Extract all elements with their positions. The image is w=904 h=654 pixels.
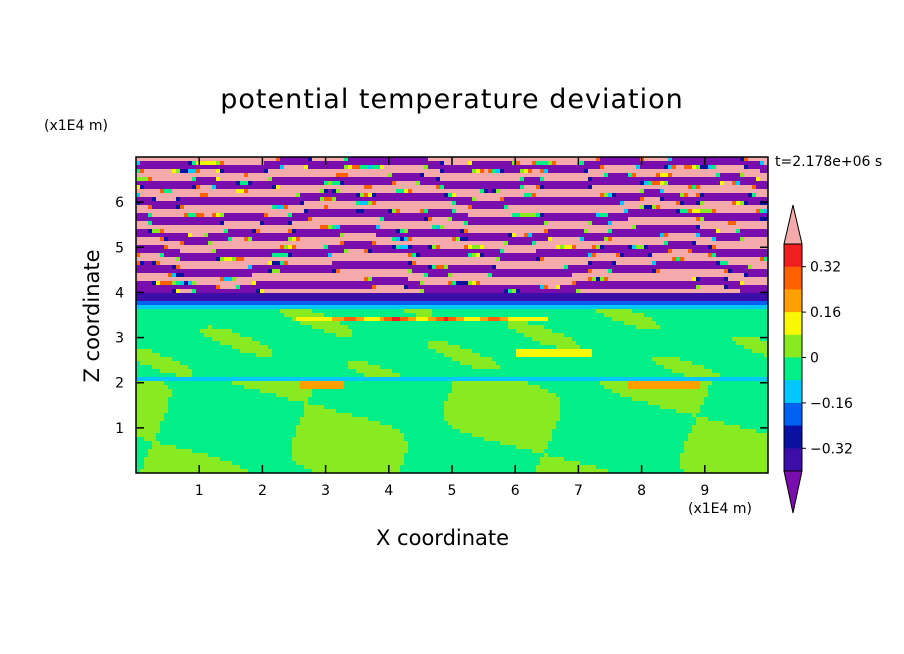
y-tick-label: 4 (115, 285, 124, 301)
contour-field (136, 157, 768, 473)
colorbar-tick-label: −0.16 (810, 396, 853, 412)
x-tick-label: 4 (384, 483, 393, 499)
y-tick-label: 1 (115, 421, 124, 437)
x-axis-label: X coordinate (376, 526, 510, 550)
y-tick-label: 6 (115, 195, 124, 211)
y-tick-label: 3 (115, 331, 124, 347)
colorbar-swatch (784, 266, 802, 290)
y-axis-unit: (x1E4 m) (44, 118, 108, 134)
x-tick-label: 2 (258, 483, 267, 499)
x-tick-label: 1 (195, 483, 204, 499)
x-tick-label: 5 (448, 483, 457, 499)
x-tick-label: 7 (574, 483, 583, 499)
colorbar-tick-label: 0 (810, 351, 819, 367)
y-tick-label: 2 (115, 376, 124, 392)
colorbar-swatch (784, 312, 802, 336)
colorbar-swatch (784, 402, 802, 426)
colorbar-extend-bottom (783, 470, 803, 514)
x-tick-label: 9 (700, 483, 709, 499)
chart-title: potential temperature deviation (220, 84, 684, 115)
x-tick-label: 8 (637, 483, 646, 499)
colorbar-swatch (784, 244, 802, 268)
colorbar-swatch (784, 357, 802, 381)
colorbar-swatch (784, 334, 802, 358)
colorbar-swatch (784, 425, 802, 449)
colorbar-tick-label: 0.16 (810, 305, 841, 321)
colorbar-tick-label: 0.32 (810, 260, 841, 276)
colorbar-tick-label: −0.32 (810, 441, 853, 457)
y-axis: 1 2 3 4 5 6 (115, 195, 768, 437)
colorbar-extend-top (783, 204, 803, 245)
colorbar-swatch (784, 380, 802, 404)
time-stamp: t=2.178e+06 s (775, 154, 883, 170)
x-axis-unit: (x1E4 m) (688, 501, 752, 517)
colorbar-swatch (784, 448, 802, 472)
x-axis: 1 2 3 4 5 6 7 8 9 (195, 157, 709, 499)
y-tick-label: 5 (115, 240, 124, 256)
colorbar-swatch (784, 289, 802, 313)
x-tick-label: 3 (321, 483, 330, 499)
colorbar: 0.32 0.16 0 −0.16 −0.32 (783, 204, 853, 514)
x-tick-label: 6 (511, 483, 520, 499)
